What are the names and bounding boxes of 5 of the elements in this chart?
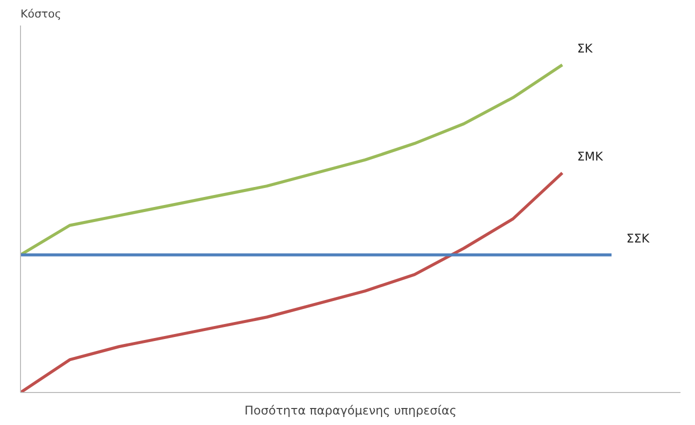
y-axis-title: Κόστος	[20, 8, 62, 20]
x-axis-title: Ποσότητα παραγόμενης υπηρεσίας	[244, 404, 456, 418]
series-label: ΣΜΚ	[577, 150, 604, 164]
series-label: ΣΚ	[577, 41, 594, 56]
series-label: ΣΣΚ	[626, 231, 650, 246]
